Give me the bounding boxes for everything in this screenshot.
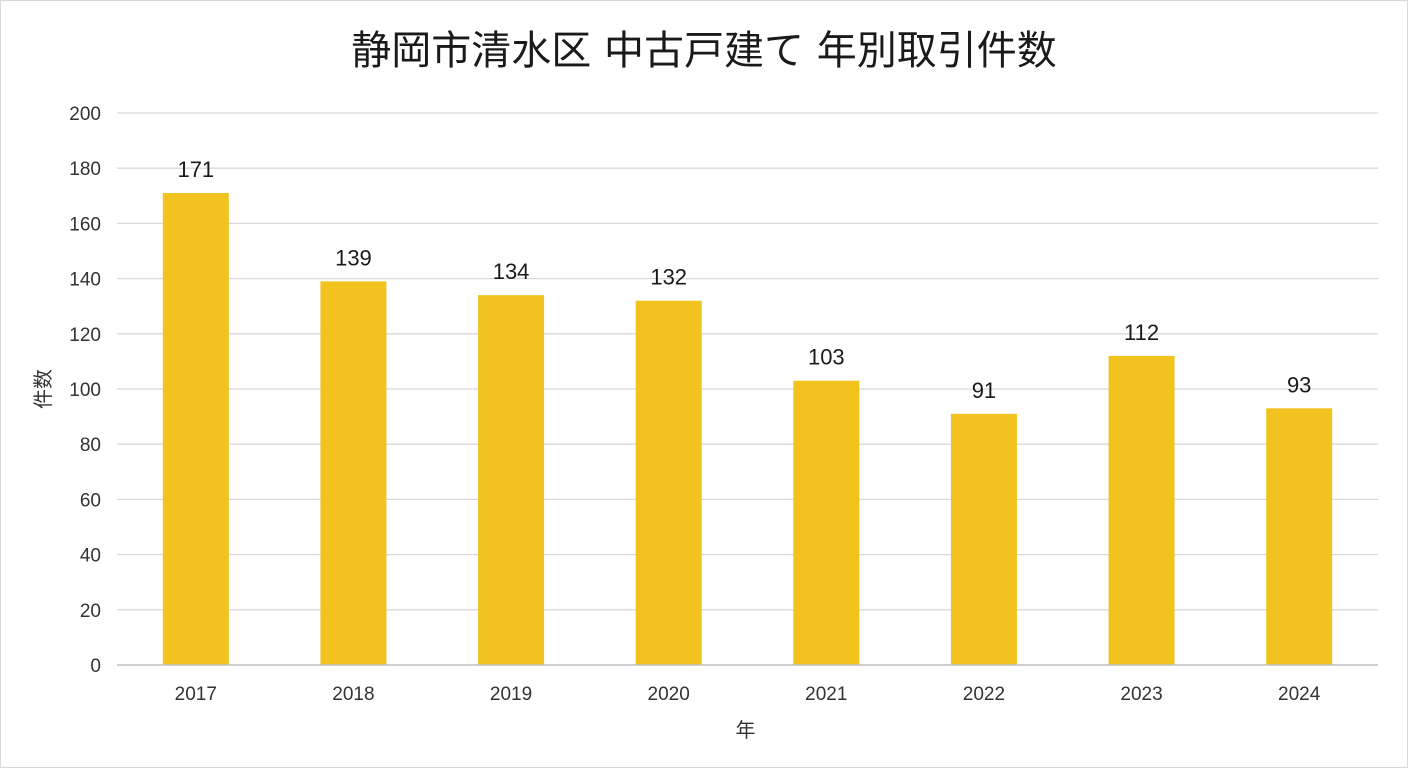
- x-tick-label-2018: 2018: [332, 684, 374, 705]
- y-tick-label: 40: [80, 546, 101, 567]
- data-label-2021: 103: [808, 345, 845, 370]
- data-label-2019: 134: [493, 259, 530, 284]
- data-labels: 171 139 134 132 103 91 112 93: [177, 157, 1311, 403]
- data-label-2023: 112: [1124, 320, 1159, 345]
- y-tick-label: 0: [90, 656, 101, 677]
- bar-2017: [162, 193, 229, 666]
- y-tick-label: 60: [80, 490, 101, 511]
- y-tick-label: 80: [80, 435, 101, 456]
- y-tick-label: 100: [69, 380, 101, 401]
- y-tick-label: 160: [69, 214, 101, 235]
- x-tick-label-2022: 2022: [963, 684, 1005, 705]
- x-tick-label-2021: 2021: [805, 684, 847, 705]
- bar-2018: [320, 281, 387, 665]
- y-tick-label: 180: [69, 159, 101, 180]
- y-axis-title: 件数: [31, 369, 55, 409]
- y-tick-label: 200: [69, 104, 101, 125]
- bar-2020: [635, 300, 702, 665]
- data-label-2022: 91: [972, 378, 996, 403]
- chart-title: 静岡市清水区 中古戸建て 年別取引件数: [351, 28, 1057, 74]
- x-axis-ticks: 2017 2018 2019 2020 2021 2022 2023 2024: [175, 684, 1321, 705]
- x-tick-label-2019: 2019: [490, 684, 532, 705]
- data-label-2018: 139: [335, 245, 372, 270]
- bar-2023: [1108, 355, 1175, 665]
- bar-2019: [478, 295, 545, 665]
- data-label-2024: 93: [1287, 372, 1311, 397]
- y-axis-ticks: 0 20 40 60 80 100 120 140 160 180 200: [69, 104, 101, 677]
- x-tick-label-2017: 2017: [175, 684, 217, 705]
- bar-2022: [950, 413, 1017, 665]
- data-label-2017: 171: [177, 157, 214, 182]
- x-tick-label-2024: 2024: [1278, 684, 1321, 705]
- bar-2024: [1266, 408, 1333, 665]
- data-label-2020: 132: [650, 265, 687, 290]
- y-tick-label: 140: [69, 270, 101, 291]
- x-axis-title: 年: [736, 718, 756, 742]
- bars: [162, 193, 1333, 666]
- gridlines: [117, 112, 1378, 611]
- x-tick-label-2020: 2020: [648, 684, 690, 705]
- y-tick-label: 120: [69, 325, 101, 346]
- x-tick-label-2023: 2023: [1120, 684, 1162, 705]
- bar-2021: [793, 380, 860, 665]
- y-tick-label: 20: [80, 601, 101, 622]
